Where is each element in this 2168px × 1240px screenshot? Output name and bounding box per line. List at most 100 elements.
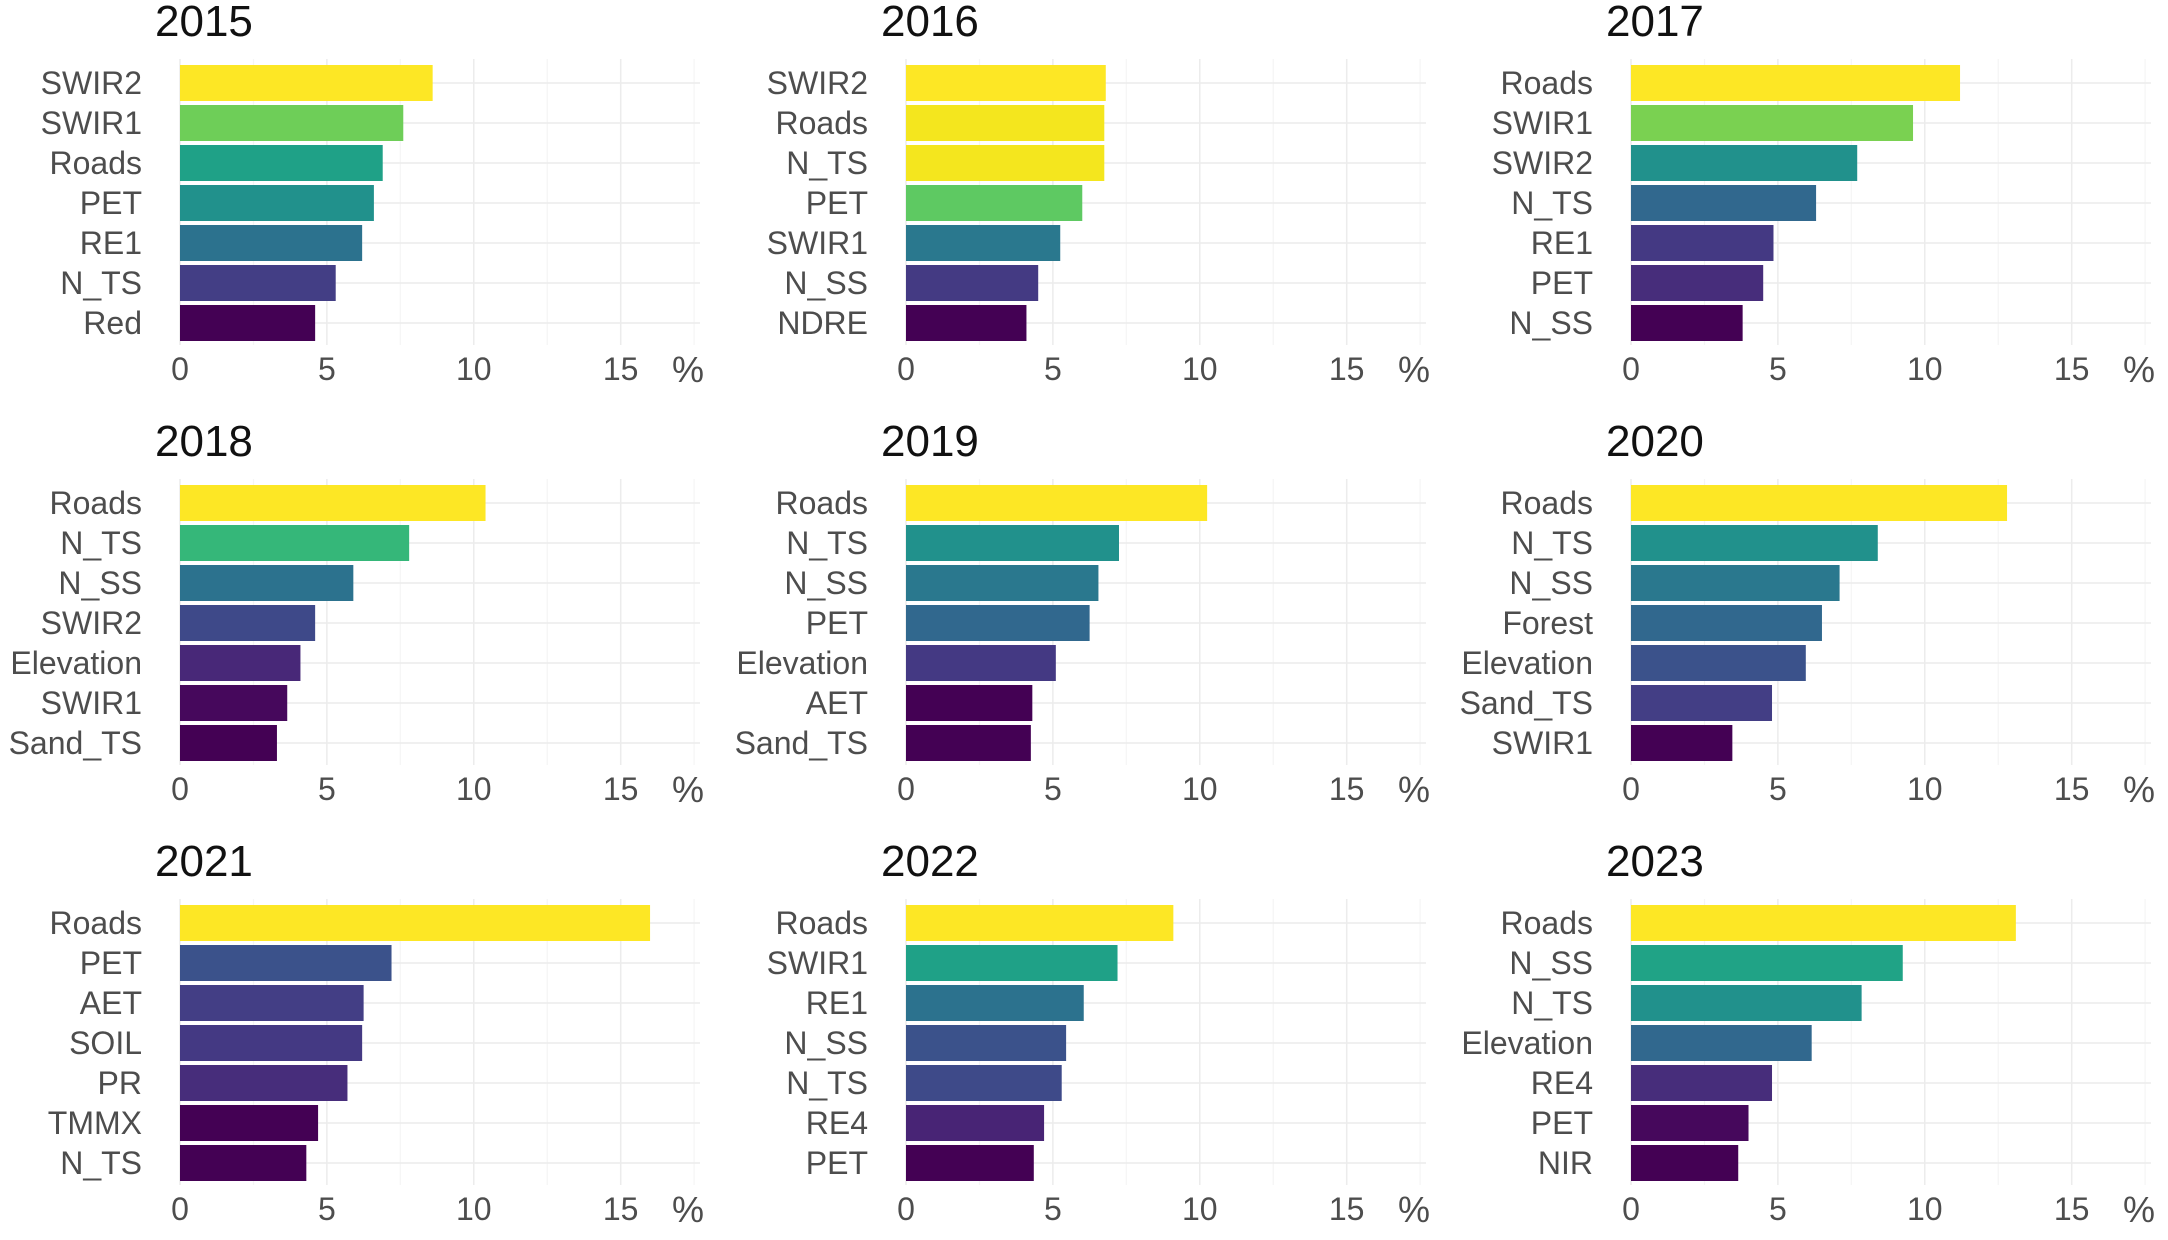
category-label: RE1 — [806, 985, 868, 1021]
category-label: PET — [806, 185, 868, 221]
unit-label: % — [2123, 1189, 2155, 1230]
bar-N_TS — [906, 1065, 1062, 1101]
bar-N_SS — [906, 265, 1039, 301]
category-label: PET — [80, 945, 142, 981]
category-label: N_TS — [60, 265, 142, 301]
bar-SWIR1 — [906, 225, 1061, 261]
x-tick-label: 10 — [1907, 1191, 1943, 1227]
x-tick-label: 0 — [171, 1191, 189, 1227]
x-tick-label: 5 — [1769, 351, 1787, 387]
bar-RE1 — [906, 985, 1084, 1021]
category-label: SWIR2 — [41, 605, 142, 641]
bar-PET — [1631, 1105, 1749, 1141]
bar-Roads — [180, 485, 486, 521]
x-tick-label: 5 — [318, 771, 336, 807]
x-tick-label: 0 — [897, 1191, 915, 1227]
bar-N_SS — [1631, 305, 1743, 341]
bar-Sand_TS — [180, 725, 277, 761]
x-tick-label: 15 — [2054, 771, 2090, 807]
category-label: SWIR2 — [767, 65, 868, 101]
category-label: PET — [80, 185, 142, 221]
panel-title: 2018 — [155, 417, 253, 466]
bar-Roads — [906, 485, 1208, 521]
panel-title: 2017 — [1606, 0, 1704, 46]
x-tick-label: 5 — [1769, 771, 1787, 807]
category-label: N_SS — [784, 265, 868, 301]
category-label: NDRE — [777, 305, 868, 341]
bar-SWIR2 — [906, 65, 1106, 101]
bar-NDRE — [906, 305, 1027, 341]
category-label: SWIR1 — [41, 105, 142, 141]
category-label: N_SS — [1509, 565, 1593, 601]
x-tick-label: 5 — [1044, 1191, 1062, 1227]
category-label: SWIR1 — [1492, 105, 1593, 141]
category-label: Roads — [50, 145, 143, 181]
panel-title: 2020 — [1606, 417, 1704, 466]
category-label: AET — [80, 985, 142, 1021]
bar-Roads — [1631, 905, 2016, 941]
category-label: N_SS — [1509, 305, 1593, 341]
category-label: Roads — [50, 485, 143, 521]
panel-2023: 2023 Roads N_SS N_TS Elevation RE4 PET NIR 0 5 10 1… — [1461, 837, 2155, 1230]
bar-SWIR2 — [180, 65, 433, 101]
category-label: N_SS — [1509, 945, 1593, 981]
bar-Roads — [180, 905, 651, 941]
category-label: SWIR1 — [1492, 725, 1593, 761]
bar-SWIR1 — [180, 105, 404, 141]
bar-SWIR2 — [1631, 145, 1858, 181]
bar-RE4 — [906, 1105, 1045, 1141]
bar-PET — [906, 185, 1083, 221]
bar-SWIR2 — [180, 605, 316, 641]
x-tick-label: 5 — [318, 351, 336, 387]
unit-label: % — [1398, 1189, 1430, 1230]
bar-PET — [906, 605, 1090, 641]
x-tick-label: 15 — [2054, 1191, 2090, 1227]
category-label: SWIR1 — [767, 945, 868, 981]
x-tick-label: 0 — [171, 351, 189, 387]
bar-Sand_TS — [1631, 685, 1773, 721]
bar-N_TS — [1631, 985, 1862, 1021]
bar-Roads — [906, 905, 1174, 941]
bar-PET — [180, 945, 392, 981]
category-label: N_TS — [1511, 525, 1593, 561]
bar-N_SS — [1631, 945, 1903, 981]
category-label: Red — [83, 305, 142, 341]
bar-N_SS — [1631, 565, 1840, 601]
bar-SWIR1 — [1631, 725, 1733, 761]
category-label: RE1 — [80, 225, 142, 261]
category-label: N_SS — [784, 565, 868, 601]
panel-2018: 2018 Roads N_TS N_SS SWIR2 Elevation SWIR1 Sand… — [9, 417, 704, 810]
x-tick-label: 15 — [603, 771, 639, 807]
bar-Forest — [1631, 605, 1822, 641]
bar-PET — [180, 185, 374, 221]
x-tick-label: 10 — [1182, 1191, 1218, 1227]
bar-Sand_TS — [906, 725, 1031, 761]
category-label: Roads — [50, 905, 143, 941]
category-label: N_TS — [1511, 985, 1593, 1021]
category-label: Roads — [776, 485, 869, 521]
category-label: Elevation — [1461, 1025, 1593, 1061]
category-label: N_TS — [786, 525, 868, 561]
panel-title: 2015 — [155, 0, 253, 46]
bar-Red — [180, 305, 316, 341]
category-label: N_TS — [60, 1145, 142, 1181]
bar-SWIR1 — [1631, 105, 1914, 141]
bar-Roads — [906, 105, 1105, 141]
panel-title: 2016 — [881, 0, 979, 46]
category-label: Elevation — [1461, 645, 1593, 681]
x-tick-label: 0 — [897, 771, 915, 807]
category-label: Roads — [1501, 65, 1594, 101]
panel-2021: 2021 Roads PET AET SOIL PR TMMX N_TS 0 5 10 15% — [48, 837, 704, 1230]
unit-label: % — [2123, 769, 2155, 810]
bar-N_TS — [180, 265, 336, 301]
bar-Roads — [1631, 65, 1961, 101]
category-label: Roads — [776, 105, 869, 141]
panel-2020: 2020 Roads N_TS N_SS Forest Elevation Sand_TS S… — [1460, 417, 2155, 810]
category-label: N_SS — [58, 565, 142, 601]
category-label: Roads — [1501, 485, 1594, 521]
category-label: SWIR2 — [1492, 145, 1593, 181]
panel-title: 2022 — [881, 837, 979, 886]
panel-title: 2021 — [155, 837, 253, 886]
bar-Roads — [1631, 485, 2008, 521]
